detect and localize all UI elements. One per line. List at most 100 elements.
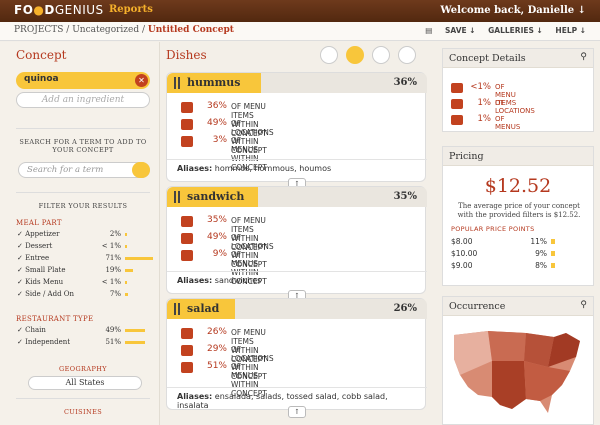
stat-value: 3% [212,135,227,145]
price-point-row: $10.00 9% [451,249,587,259]
stat-label: OF LOCATIONS WITHIN CONCEPT [231,233,274,269]
search-input[interactable]: Search for a term [18,162,150,178]
stat-value: 49% [206,118,227,128]
filter-percent: 7% [109,290,121,298]
filter-row[interactable]: ✓ Side / Add On 7% [17,290,157,300]
menu-icon [181,250,193,261]
remove-icon[interactable]: ✕ [135,74,148,87]
stat-value: 35% [206,215,227,225]
search-help: SEARCH FOR A TERM TO ADD TO YOUR CONCEPT [19,138,147,154]
stat-label: OF LOCATIONS WITHIN CONCEPT [231,345,274,381]
pricing-panel: Pricing $12.52 The average price of your… [442,146,594,286]
dish-percent: 36% [393,77,417,88]
help-menu[interactable]: HELP ↓ [555,26,586,35]
occurrence-panel: Occurrence ⚲ [442,296,594,425]
filter-percent: 2% [109,230,121,238]
add-ingredient-input[interactable]: Add an ingredient [16,92,150,108]
concept-title[interactable]: Untitled Concept [147,25,234,35]
filter-row[interactable]: ✓ Entree 71% [17,254,157,264]
sub-bar: PROJECTS / Uncategorized / Untitled Conc… [0,22,600,41]
aliases-label: Aliases: [177,276,213,285]
galleries-menu[interactable]: GALLERIES ↓ [488,26,543,35]
us-map[interactable] [448,321,588,421]
filter-row[interactable]: ✓ Dessert < 1% [17,242,157,252]
filter-percent: 71% [105,254,121,262]
dishes-heading: Dishes [166,48,207,62]
dish-card: hummus 36% 36% OF MENU ITEMS WITHIN CONCEPT… [166,72,427,182]
filter-row[interactable]: ✓ Small Plate 19% [17,266,157,276]
dish-header[interactable]: sandwich 35% [167,187,427,207]
reports-link[interactable]: Reports [109,4,153,15]
divider [16,192,150,193]
concept-heading: Concept [16,48,67,62]
filter-bar [125,233,127,236]
breadcrumb: PROJECTS / Uncategorized / Untitled Conc… [14,25,234,35]
filter-row[interactable]: ✓ Chain 49% [17,326,157,336]
detail-label: OF MENU ITEMS [495,83,517,107]
dish-card: sandwich 35% 35% OF MENU ITEMS WITHIN CONCE… [166,186,427,294]
dish-header[interactable]: hummus 36% [167,73,427,93]
filter-heading: FILTER YOUR RESULTS [38,202,128,210]
filter-row[interactable]: ✓ Kids Menu < 1% [17,278,157,288]
top-bar: FO●DGENIUS Reports Welcome back, Daniell… [0,0,600,22]
fork-icon [174,191,180,203]
menu-item-icon [451,83,463,93]
geography-select[interactable]: All States [28,376,142,390]
dish-header[interactable]: salad 26% [167,299,427,319]
filter-bar [125,269,133,272]
collapse-arrow-icon[interactable]: ↑ [288,406,306,418]
menu-icon [451,115,463,125]
cart-icon[interactable] [320,46,338,64]
price-value: $8.00 [451,237,473,246]
geography-heading: GEOGRAPHY [59,365,107,373]
comment-icon[interactable] [398,46,416,64]
stat-value: 9% [212,249,227,259]
thermometer-icon[interactable] [372,46,390,64]
fork-knife-icon[interactable] [346,46,364,64]
dish-percent: 35% [393,191,417,202]
divider [16,128,150,129]
detail-label: OF MENUS [495,115,521,131]
filter-label: ✓ Side / Add On [17,290,75,298]
meal-part-heading: MEAL PART [16,219,62,227]
dish-percent: 26% [393,303,417,314]
filter-percent: < 1% [101,278,121,286]
logo[interactable]: FO●DGENIUS [14,3,104,17]
dishes-panel: Dishes hummus 36% 36% OF MENU ITEMS WITHIN … [160,42,434,425]
average-price: $12.52 [484,175,552,197]
menu-icon [181,362,193,373]
dish-aliases: Aliases: hommos, hommous, houmos [167,159,427,177]
user-menu[interactable]: Welcome back, Danielle ↓ [440,5,586,16]
filter-bar [125,293,128,296]
filter-row[interactable]: ✓ Independent 51% [17,338,157,348]
filter-label: ✓ Independent [17,338,71,346]
price-bar [551,251,555,256]
cuisines-heading: CUISINES [63,408,103,416]
dish-name: salad [187,302,220,315]
search-icon[interactable] [132,162,150,178]
stat-value: 49% [206,232,227,242]
menu-icon [181,136,193,147]
location-pin-icon[interactable]: ⚲ [580,300,587,310]
occurrence-heading: Occurrence [443,297,593,316]
price-bar [551,263,555,268]
detail-value: <1% [470,82,491,92]
price-percent: 8% [535,261,547,270]
save-menu[interactable]: ▤ SAVE ↓ [425,26,476,35]
aliases-label: Aliases: [177,164,213,173]
ingredient-chip[interactable]: quinoa ✕ [16,72,150,89]
filter-label: ✓ Appetizer [17,230,60,238]
sub-nav: ▤ SAVE ↓ GALLERIES ↓ HELP ↓ [405,26,586,35]
price-point-row: $8.00 11% [451,237,587,247]
filter-row[interactable]: ✓ Appetizer 2% [17,230,157,240]
stat-label: OF MENU ITEMS WITHIN CONCEPT [231,216,267,252]
popular-price-heading: POPULAR PRICE POINTS [451,225,535,233]
filter-label: ✓ Dessert [17,242,53,250]
dish-share-bar [167,187,258,207]
filter-bar [125,257,153,260]
location-icon [181,233,193,244]
search-icon[interactable]: ⚲ [580,52,587,62]
filter-bar [125,281,127,284]
price-description: The average price of your concept with t… [457,202,581,219]
dish-share-bar [167,299,235,319]
